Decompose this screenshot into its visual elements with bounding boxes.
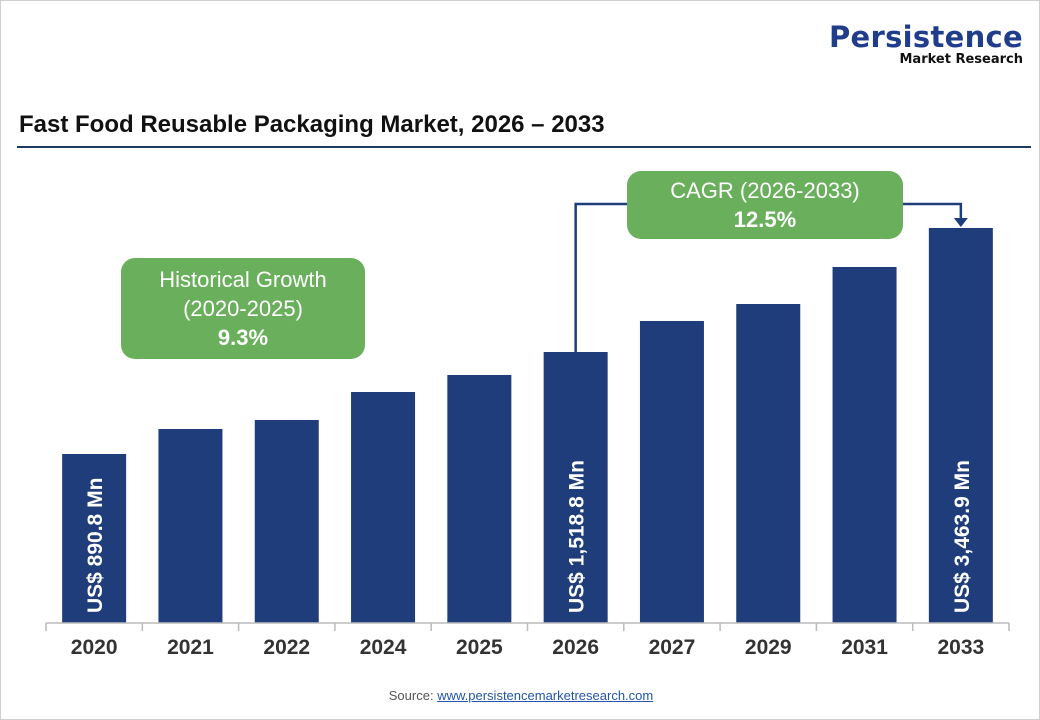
x-tick-label-2027: 2027 <box>649 636 696 659</box>
bar-2021 <box>158 429 223 623</box>
x-tick-label-2022: 2022 <box>263 636 310 659</box>
cagr-callout: CAGR (2026-2033) 12.5% <box>627 171 903 239</box>
x-tick-label-2029: 2029 <box>745 636 792 659</box>
arrow-head-icon <box>953 218 968 227</box>
data-label-2033: US$ 3,463.9 Mn <box>951 460 974 613</box>
x-tick-label-2033: 2033 <box>937 636 984 659</box>
bar-2027 <box>639 320 704 623</box>
x-tick-label-2026: 2026 <box>552 636 599 659</box>
cagr-connector-line <box>574 202 627 352</box>
bar-2026 <box>543 352 608 623</box>
bar-2024 <box>351 392 416 623</box>
bar-2025 <box>447 374 512 623</box>
logo-name: Persistence <box>828 20 1023 54</box>
historical-period: (2020-2025) <box>183 296 303 321</box>
x-tick-label-2021: 2021 <box>167 636 214 659</box>
x-tick-label-2031: 2031 <box>841 636 888 659</box>
chart-title: Fast Food Reusable Packaging Market, 202… <box>19 111 605 138</box>
historical-value: 9.3% <box>217 325 269 350</box>
x-tick-label-2020: 2020 <box>71 636 118 659</box>
logo-subtitle: Market Research <box>899 52 1024 67</box>
historical-label: Historical Growth <box>159 267 327 292</box>
bar-2033 <box>928 228 993 623</box>
x-tick-label-2024: 2024 <box>360 636 407 659</box>
bar-2031 <box>832 267 897 623</box>
cagr-label: CAGR (2026-2033) <box>670 178 860 203</box>
bar-2020 <box>62 454 127 623</box>
data-label-2026: US$ 1,518.8 Mn <box>566 460 589 613</box>
logo: Persistence Market Research <box>829 21 1023 67</box>
title-divider <box>17 146 1031 148</box>
cagr-connector-line <box>903 202 963 220</box>
data-label-2020: US$ 890.8 Mn <box>84 478 107 613</box>
source-label: Source: <box>388 688 434 703</box>
historical-growth-callout: Historical Growth (2020-2025) 9.3% <box>121 258 365 359</box>
bar-2029 <box>736 304 801 623</box>
bar-2022 <box>254 420 319 623</box>
cagr-value: 12.5% <box>733 207 797 232</box>
source-note: Source: www.persistencemarketresearch.co… <box>1 688 1039 703</box>
source-link[interactable]: www.persistencemarketresearch.com <box>437 688 654 703</box>
x-tick-label-2025: 2025 <box>456 636 503 659</box>
